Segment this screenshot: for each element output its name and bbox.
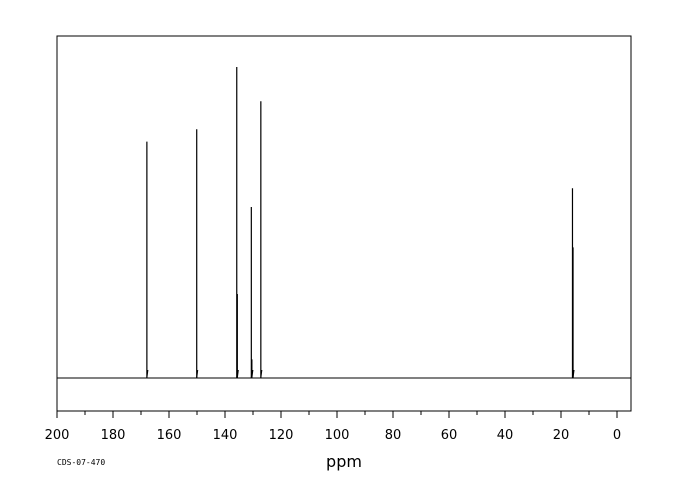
spectrum-code-label: CDS-07-470 (57, 458, 105, 467)
x-axis-title: ppm (326, 452, 362, 471)
x-tick-label: 80 (385, 428, 402, 443)
spectrum-peaks (146, 67, 575, 379)
x-tick-label: 40 (497, 428, 514, 443)
x-tick-label: 200 (45, 428, 70, 443)
spectrum-peak-foot (146, 369, 149, 379)
x-tick-label: 100 (325, 428, 350, 443)
spectrum-peak-foot (260, 369, 263, 379)
x-tick-label: 0 (613, 428, 621, 443)
x-axis-ticks (56, 411, 618, 418)
spectrum-peak-foot (251, 369, 254, 379)
x-tick-label: 60 (441, 428, 458, 443)
x-axis-tick-labels: 200 180 160 140 120 100 80 60 40 20 0 (45, 428, 622, 443)
spectrum-peak-foot (236, 369, 239, 379)
x-tick-label: 180 (101, 428, 126, 443)
spectrum-peak-foot (196, 369, 199, 379)
spectrum-peak-foot (572, 369, 575, 379)
x-tick-label: 140 (213, 428, 238, 443)
plot-frame (56, 35, 632, 412)
x-tick-label: 160 (157, 428, 182, 443)
x-tick-label: 20 (553, 428, 570, 443)
x-tick-label: 120 (269, 428, 294, 443)
